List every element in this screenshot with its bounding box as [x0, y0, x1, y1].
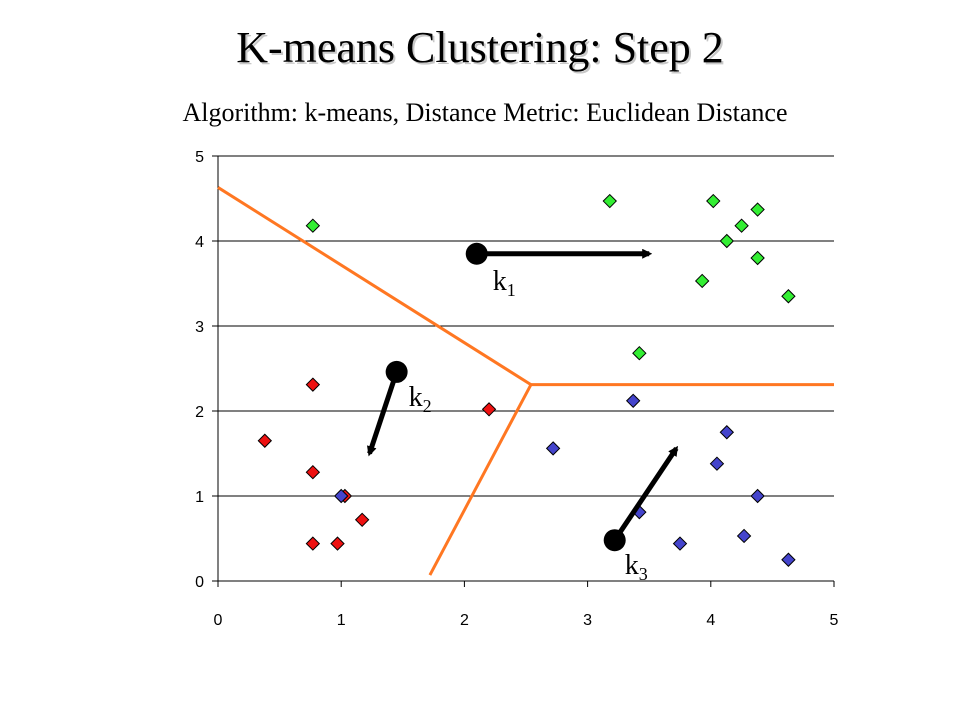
data-point — [625, 393, 641, 409]
data-point — [781, 289, 796, 304]
data-point — [481, 402, 497, 417]
data-point — [257, 433, 273, 448]
cluster-center-marker — [603, 529, 626, 552]
chart-title: K-means Clustering: Step 2 — [236, 23, 724, 72]
center-move-arrow — [612, 445, 679, 542]
axes: 0 1 2 3 4 5 0 1 2 3 4 5 — [195, 149, 838, 629]
data-point — [750, 202, 765, 217]
x-tick-label: 0 — [214, 612, 223, 629]
cluster-center-marker — [465, 242, 488, 265]
chart-subtitle: Algorithm: k-means, Distance Metric: Euc… — [182, 98, 788, 127]
data-point — [305, 464, 321, 480]
data-point — [706, 193, 721, 209]
data-point — [354, 512, 370, 528]
data-point — [305, 536, 321, 551]
center-label: k2 — [409, 382, 432, 416]
data-point — [333, 488, 349, 504]
boundary-line — [428, 383, 533, 576]
x-tick-label: 1 — [337, 612, 346, 629]
data-point — [305, 218, 321, 233]
y-tick-label: 2 — [195, 404, 204, 421]
data-point — [736, 528, 752, 544]
data-point — [602, 193, 617, 209]
center-label: k3 — [625, 550, 648, 584]
data-point — [719, 233, 735, 249]
cluster-centers: k1 k2 k3 — [366, 242, 679, 584]
cluster-center-marker — [385, 360, 408, 383]
y-tick-label: 3 — [195, 319, 204, 336]
x-tick-label: 5 — [830, 612, 839, 629]
data-point — [545, 441, 561, 456]
x-tick-label: 2 — [460, 612, 469, 629]
y-tick-label: 1 — [195, 489, 204, 506]
y-tick-label: 4 — [195, 234, 204, 251]
grid-lines — [218, 155, 834, 497]
x-tick-label: 4 — [706, 612, 715, 629]
data-point — [781, 552, 796, 567]
data-point — [709, 456, 725, 471]
data-point — [305, 377, 321, 392]
data-point — [750, 250, 765, 266]
x-tick-label: 3 — [583, 612, 592, 629]
data-point — [694, 273, 710, 289]
data-point — [750, 488, 765, 504]
data-point — [330, 536, 345, 551]
y-tick-label: 5 — [195, 149, 204, 166]
center-move-arrow — [366, 371, 400, 457]
cluster-boundaries — [217, 186, 834, 576]
data-points — [257, 193, 796, 567]
center-label: k1 — [493, 266, 516, 300]
y-tick-label: 0 — [195, 574, 204, 591]
data-point — [719, 425, 735, 440]
data-point — [632, 345, 647, 361]
boundary-line — [217, 186, 532, 386]
data-point — [672, 536, 688, 551]
data-point — [734, 218, 749, 233]
